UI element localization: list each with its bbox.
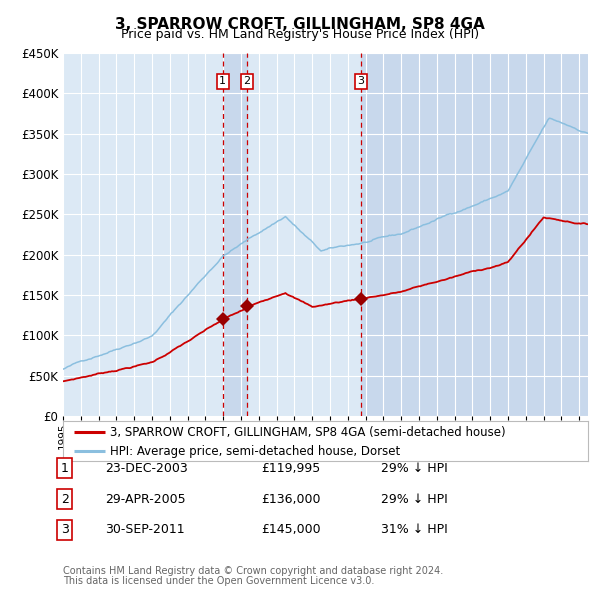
Text: 2: 2 (61, 493, 69, 506)
Text: £145,000: £145,000 (261, 523, 320, 536)
Text: £119,995: £119,995 (261, 462, 320, 475)
Text: 3: 3 (61, 523, 69, 536)
Text: 29-APR-2005: 29-APR-2005 (105, 493, 185, 506)
Text: 1: 1 (61, 462, 69, 475)
Text: HPI: Average price, semi-detached house, Dorset: HPI: Average price, semi-detached house,… (110, 445, 401, 458)
Text: This data is licensed under the Open Government Licence v3.0.: This data is licensed under the Open Gov… (63, 576, 374, 585)
Text: 29% ↓ HPI: 29% ↓ HPI (381, 493, 448, 506)
Bar (223, 53, 247, 416)
Text: Price paid vs. HM Land Registry's House Price Index (HPI): Price paid vs. HM Land Registry's House … (121, 28, 479, 41)
Text: 29% ↓ HPI: 29% ↓ HPI (381, 462, 448, 475)
Text: 3, SPARROW CROFT, GILLINGHAM, SP8 4GA (semi-detached house): 3, SPARROW CROFT, GILLINGHAM, SP8 4GA (s… (110, 426, 506, 439)
Text: 30-SEP-2011: 30-SEP-2011 (105, 523, 185, 536)
Text: £136,000: £136,000 (261, 493, 320, 506)
Text: 31% ↓ HPI: 31% ↓ HPI (381, 523, 448, 536)
Text: 3, SPARROW CROFT, GILLINGHAM, SP8 4GA: 3, SPARROW CROFT, GILLINGHAM, SP8 4GA (115, 17, 485, 31)
Text: 2: 2 (243, 76, 250, 86)
Text: 23-DEC-2003: 23-DEC-2003 (105, 462, 188, 475)
Text: 1: 1 (219, 76, 226, 86)
Bar (361, 53, 588, 416)
Text: Contains HM Land Registry data © Crown copyright and database right 2024.: Contains HM Land Registry data © Crown c… (63, 566, 443, 575)
Text: 3: 3 (358, 76, 365, 86)
